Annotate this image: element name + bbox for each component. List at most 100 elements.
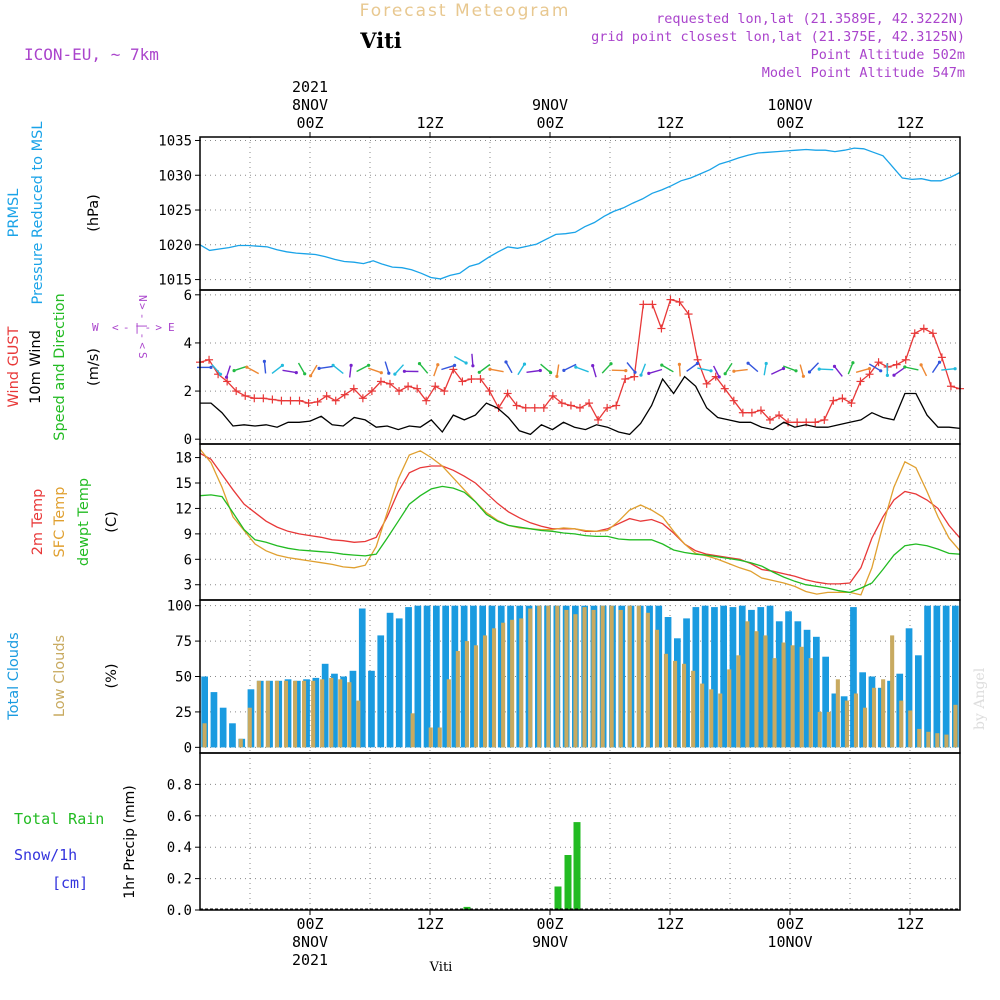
cloud-bar-low bbox=[293, 680, 298, 748]
cloud-bar-low bbox=[636, 605, 641, 748]
wind-arrow-head bbox=[331, 363, 335, 367]
cloud-bar-low bbox=[863, 707, 868, 748]
cloud-bar-total bbox=[451, 605, 459, 748]
y-tick-label: 0.6 bbox=[167, 809, 192, 825]
wind-arrow-head bbox=[867, 367, 872, 371]
model-altitude: Model Point Altitude 547m bbox=[762, 65, 965, 81]
cloud-bar-low bbox=[555, 605, 560, 748]
wind-arrow bbox=[478, 363, 491, 373]
y-tick-label: 9 bbox=[184, 527, 192, 543]
time-label-bottom: 12Z bbox=[896, 915, 923, 933]
wind-arrow bbox=[847, 362, 854, 375]
cloud-bar-total bbox=[395, 618, 403, 748]
wind-arrow bbox=[640, 363, 647, 376]
wind-arrow bbox=[384, 361, 390, 374]
cloud-bar-total bbox=[210, 692, 218, 748]
wind-arrow bbox=[505, 361, 513, 374]
top-title: Forecast Meteogram bbox=[360, 1, 571, 21]
cloud-bar-low bbox=[953, 704, 958, 748]
time-label-bottom: 00Z bbox=[776, 915, 803, 933]
y-tick-label: 2 bbox=[184, 384, 192, 400]
wind-arrow-head bbox=[794, 369, 798, 373]
location-title: Viti bbox=[359, 28, 402, 53]
cloud-bar-total bbox=[942, 605, 950, 748]
wind-arrow-head bbox=[781, 366, 786, 371]
cloud-bar-total bbox=[340, 676, 347, 748]
cloud-bar-total bbox=[905, 628, 913, 748]
cloud-bar-low bbox=[754, 631, 759, 748]
wind-arrow-head bbox=[709, 369, 713, 373]
y-tick-label: 0.0 bbox=[167, 903, 192, 919]
cloud-bar-low bbox=[446, 679, 451, 748]
cloud-bar-low bbox=[926, 731, 931, 748]
wind-arrow bbox=[904, 366, 919, 371]
panel-frame bbox=[199, 752, 961, 911]
wind-arrow bbox=[453, 355, 467, 364]
time-label-bottom: 12Z bbox=[656, 915, 683, 933]
series-line-wind bbox=[200, 375, 961, 436]
y-tick-label: 1025 bbox=[158, 203, 192, 219]
cloud-bar-low bbox=[546, 605, 551, 748]
cloud-bar-total bbox=[831, 693, 839, 748]
cloud-bar-low bbox=[202, 723, 207, 748]
cloud-bar-total bbox=[915, 655, 922, 748]
wind-arrow bbox=[418, 363, 429, 374]
wind-arrow bbox=[563, 363, 577, 372]
cloud-bar-low bbox=[437, 727, 442, 748]
wind-arrow bbox=[517, 363, 526, 376]
cloud-bar-total bbox=[738, 605, 746, 748]
wind-arrow bbox=[808, 362, 820, 373]
credit-watermark: by Angel bbox=[972, 667, 988, 730]
panel-label-pressure: (hPa) bbox=[86, 194, 102, 231]
wind-arrow-head bbox=[555, 374, 559, 378]
panel-pressure: 1015 1020 1025 1030 1035 PRMSL Pressure Reduce… bbox=[6, 122, 961, 305]
cloud-bar-total bbox=[720, 605, 727, 748]
time-label-bottom: 00Z bbox=[536, 915, 563, 933]
cloud-bar-total bbox=[303, 679, 310, 748]
cloud-bar-low bbox=[718, 693, 723, 748]
cloud-bar-low bbox=[501, 622, 506, 748]
cloud-bar-total bbox=[766, 605, 774, 748]
wind-arrow bbox=[394, 364, 405, 375]
compass-east: E bbox=[168, 321, 175, 334]
panel-label-pressure: Pressure Reduced to MSL bbox=[30, 122, 46, 305]
panel-label-clouds: Low Clouds bbox=[52, 635, 68, 717]
wind-arrow-head bbox=[402, 369, 406, 373]
wind-arrow-head bbox=[817, 367, 821, 371]
cloud-bar-low bbox=[709, 689, 714, 748]
time-label-top: 12Z bbox=[416, 114, 443, 132]
panel-label-wind: 10m Wind bbox=[28, 330, 44, 404]
wind-arrow-head bbox=[379, 371, 383, 375]
cloud-bar-total bbox=[803, 629, 811, 748]
panel-label-temp: 2m Temp bbox=[30, 489, 46, 556]
cloud-bar-total bbox=[312, 677, 320, 748]
wind-arrow-head bbox=[717, 375, 721, 379]
cloud-bar-low bbox=[356, 700, 361, 748]
wind-arrow-head bbox=[349, 363, 353, 367]
wind-arrow bbox=[318, 365, 334, 370]
time-label-bottom: 12Z bbox=[416, 915, 443, 933]
cloud-bar-low bbox=[654, 629, 659, 748]
cloud-bar-total bbox=[850, 607, 857, 748]
panel-label-temp: (C) bbox=[104, 511, 120, 532]
wind-arrow bbox=[540, 363, 552, 374]
cloud-bar-total bbox=[331, 673, 338, 748]
precip-bar bbox=[463, 906, 471, 910]
cloud-bar-low bbox=[763, 635, 768, 748]
wind-arrow bbox=[556, 364, 560, 377]
wind-arrow-head bbox=[294, 371, 298, 375]
wind-arrow-head bbox=[488, 367, 492, 371]
wind-arrow bbox=[763, 363, 767, 376]
wind-arrow-head bbox=[746, 361, 750, 365]
wind-arrow-head bbox=[262, 359, 266, 363]
grid-point-coords: grid point closest lon,lat (21.375E, 42.… bbox=[591, 29, 965, 45]
wind-arrow bbox=[332, 364, 344, 375]
wind-arrow-head bbox=[851, 361, 855, 365]
cloud-bar-total bbox=[868, 676, 876, 748]
y-tick-label: 0 bbox=[184, 432, 192, 448]
cloud-bar-low bbox=[935, 733, 940, 748]
wind-arrow-head bbox=[209, 365, 213, 369]
cloud-bar-low bbox=[917, 728, 922, 748]
cloud-bar-total bbox=[701, 605, 709, 748]
panel-wind: 0 2 4 6 Wind GUST 10m Wind Speed and Direction… bbox=[6, 288, 964, 448]
